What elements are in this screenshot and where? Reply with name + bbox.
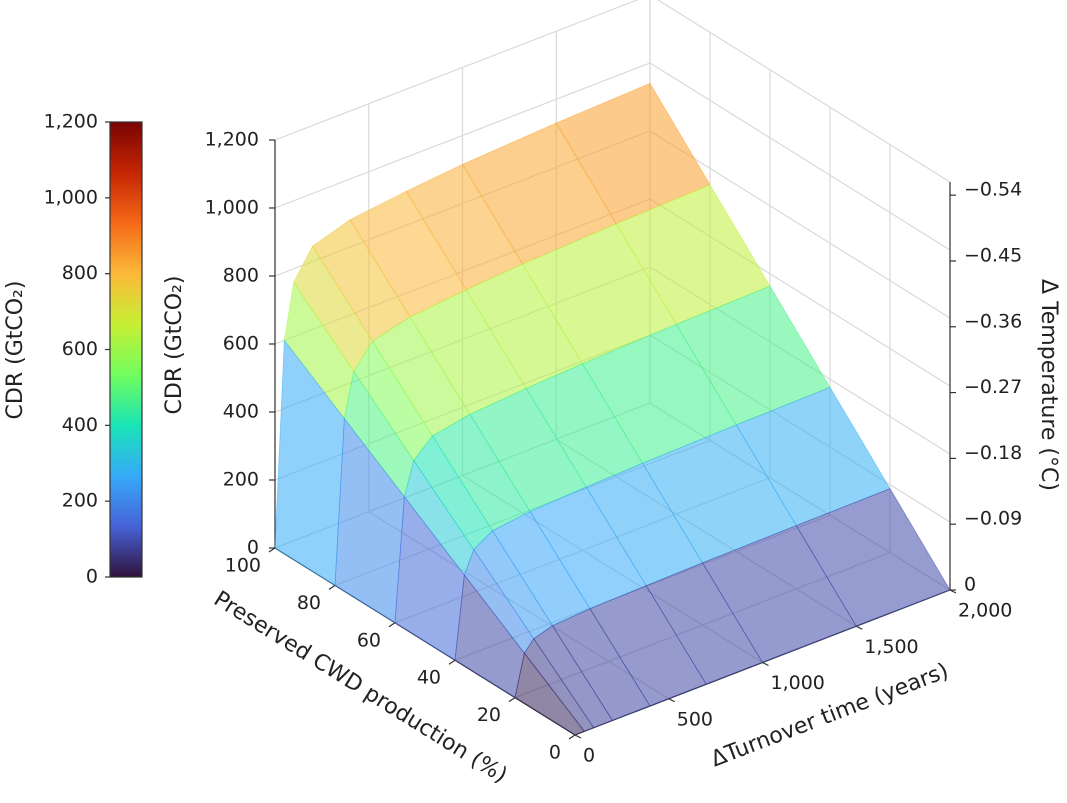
- y2-tick-label: −0.09: [964, 508, 1022, 530]
- z-tick-label: 600: [223, 333, 259, 355]
- tick-mark: [855, 625, 863, 630]
- z-tick-label: 400: [223, 401, 259, 423]
- x-tick-label: 80: [297, 592, 321, 614]
- y-tick-label: 1,500: [864, 636, 918, 658]
- y2-tick-label: −0.27: [964, 376, 1022, 398]
- tick-mark: [568, 734, 576, 740]
- z-tick-label: 1,200: [205, 129, 259, 151]
- y2-tick-label: −0.18: [964, 442, 1022, 464]
- z-tick-label: 0: [247, 537, 259, 559]
- x-tick-label: 100: [225, 555, 261, 577]
- colorbar-tick-label: 0: [86, 566, 98, 588]
- y2-tick-label: −0.36: [964, 310, 1022, 332]
- x-tick-label: 40: [417, 667, 441, 689]
- tick-mark: [762, 661, 769, 667]
- tick-mark: [668, 698, 676, 703]
- y-tick-label: 0: [583, 745, 595, 767]
- colorbar-tick-label: 1,000: [44, 186, 98, 208]
- colorbar-tick-label: 600: [62, 338, 98, 360]
- z-tick-label: 200: [223, 469, 259, 491]
- z-axis-label: CDR (GtCO₂): [162, 276, 187, 415]
- z-tick-label: 1,000: [205, 197, 259, 219]
- tick-mark: [574, 734, 582, 739]
- grid-line: [274, 62, 651, 209]
- colorbar-label: CDR (GtCO₂): [3, 281, 28, 420]
- grid-line: [649, 62, 951, 251]
- x-tick-label: 20: [477, 704, 501, 726]
- tick-mark: [328, 584, 336, 590]
- y-axis-label: ΔTurnover time (years): [708, 659, 952, 773]
- y2-tick-label: −0.54: [964, 179, 1022, 201]
- x-tick-label: 60: [357, 629, 381, 651]
- y2-axis-label: Δ Temperature (°C): [1036, 279, 1061, 491]
- tick-mark: [268, 547, 276, 553]
- tick-mark: [388, 622, 396, 628]
- colorbar: [109, 121, 143, 578]
- grid-line: [656, 0, 951, 183]
- y-tick-label: 1,000: [771, 672, 825, 694]
- z-tick-label: 800: [223, 265, 259, 287]
- y2-tick-label: −0.45: [964, 244, 1022, 266]
- tick-mark: [508, 697, 516, 703]
- colorbar-tick-label: 800: [62, 262, 98, 284]
- surface-cell: [514, 652, 586, 736]
- y2-tick-label: 0: [964, 574, 976, 596]
- colorbar-tick-label: 1,200: [44, 111, 98, 133]
- y-tick-label: 2,000: [958, 600, 1012, 622]
- grid-line: [274, 0, 639, 141]
- grid-line: [649, 130, 951, 319]
- tick-mark: [448, 659, 456, 665]
- colorbar-tick-label: 400: [62, 414, 98, 436]
- x-tick-label: 0: [549, 742, 561, 764]
- y-tick-label: 500: [677, 708, 713, 730]
- colorbar-tick-label: 200: [62, 490, 98, 512]
- tick-mark: [949, 589, 957, 594]
